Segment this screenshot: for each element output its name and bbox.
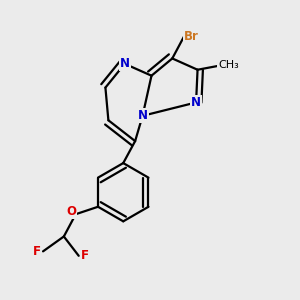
- Text: N: N: [191, 96, 201, 109]
- Text: CH₃: CH₃: [218, 60, 239, 70]
- Text: Br: Br: [184, 30, 199, 43]
- Text: N: N: [138, 109, 148, 122]
- Text: F: F: [33, 245, 41, 258]
- Text: O: O: [66, 205, 76, 218]
- Text: N: N: [120, 57, 130, 70]
- Text: F: F: [81, 249, 88, 262]
